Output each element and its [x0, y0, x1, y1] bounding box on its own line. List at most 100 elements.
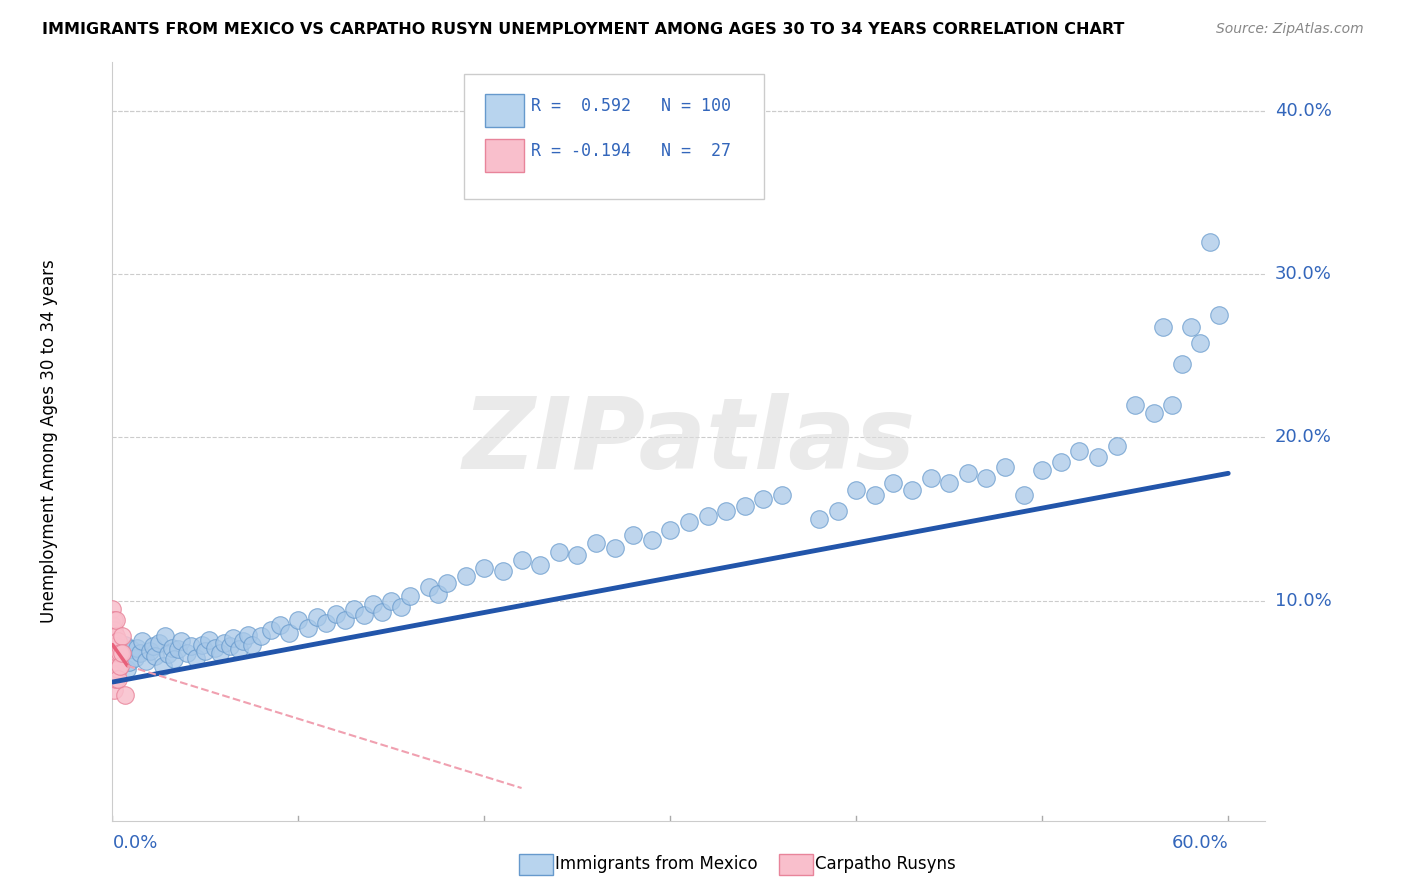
Point: [353, 608, 375, 623]
Point: [399, 589, 422, 603]
Point: [325, 607, 347, 621]
Point: [1087, 450, 1109, 464]
Point: [418, 581, 440, 595]
Point: [105, 629, 128, 643]
Point: [129, 646, 152, 660]
Point: [389, 600, 412, 615]
Point: [678, 515, 700, 529]
Point: [114, 638, 136, 652]
Point: [603, 541, 626, 556]
Point: [269, 618, 291, 632]
Point: [111, 629, 134, 643]
Point: [343, 601, 366, 615]
Point: [148, 636, 170, 650]
Point: [1143, 406, 1166, 420]
Point: [153, 629, 176, 643]
Text: 40.0%: 40.0%: [1275, 103, 1331, 120]
Point: [752, 492, 775, 507]
Text: Immigrants from Mexico: Immigrants from Mexico: [555, 855, 758, 873]
Point: [103, 613, 125, 627]
Point: [218, 639, 240, 653]
Point: [103, 656, 125, 670]
Point: [170, 634, 193, 648]
Point: [994, 459, 1017, 474]
Point: [259, 623, 281, 637]
Point: [101, 666, 124, 681]
Point: [190, 638, 212, 652]
Point: [103, 683, 125, 698]
Point: [315, 616, 337, 631]
Point: [103, 623, 125, 637]
Point: [101, 650, 124, 665]
Point: [1152, 319, 1174, 334]
Point: [641, 533, 664, 548]
Point: [124, 650, 146, 665]
Point: [209, 646, 232, 660]
Point: [157, 648, 180, 662]
FancyBboxPatch shape: [464, 74, 763, 199]
Point: [567, 548, 589, 562]
Point: [1069, 443, 1091, 458]
Point: [1198, 235, 1220, 249]
Point: [278, 626, 301, 640]
Text: Carpatho Rusyns: Carpatho Rusyns: [815, 855, 956, 873]
Point: [510, 553, 533, 567]
Point: [287, 613, 309, 627]
Point: [176, 646, 198, 660]
Point: [436, 575, 458, 590]
Text: ZIPatlas: ZIPatlas: [463, 393, 915, 490]
Point: [107, 662, 129, 676]
Point: [118, 656, 141, 670]
Point: [1105, 439, 1128, 453]
Point: [426, 587, 449, 601]
Point: [808, 512, 831, 526]
Point: [621, 528, 644, 542]
Point: [297, 621, 319, 635]
Point: [108, 658, 131, 673]
Point: [1012, 487, 1035, 501]
Point: [882, 476, 904, 491]
Point: [105, 672, 128, 686]
Point: [1189, 335, 1212, 350]
Text: R = -0.194   N =  27: R = -0.194 N = 27: [531, 142, 731, 161]
Point: [105, 639, 128, 653]
Point: [920, 471, 942, 485]
Point: [107, 634, 129, 648]
Point: [111, 646, 134, 660]
Point: [714, 504, 737, 518]
Point: [474, 561, 496, 575]
Point: [152, 658, 174, 673]
Text: Unemployment Among Ages 30 to 34 years: Unemployment Among Ages 30 to 34 years: [39, 260, 58, 624]
Point: [696, 508, 718, 523]
Point: [111, 648, 134, 662]
Point: [103, 646, 125, 660]
Point: [103, 672, 125, 686]
Point: [492, 564, 515, 578]
Point: [232, 634, 254, 648]
Point: [198, 632, 221, 647]
Point: [108, 646, 131, 660]
Point: [380, 593, 402, 607]
Point: [956, 467, 979, 481]
Point: [120, 642, 142, 657]
Point: [114, 688, 136, 702]
Point: [1170, 357, 1192, 371]
Point: [101, 634, 124, 648]
Point: [1161, 398, 1184, 412]
Text: 10.0%: 10.0%: [1275, 591, 1331, 609]
Point: [361, 597, 384, 611]
Point: [1123, 398, 1146, 412]
Text: R =  0.592   N = 100: R = 0.592 N = 100: [531, 96, 731, 115]
Point: [1208, 308, 1230, 322]
Point: [659, 524, 682, 538]
Point: [1031, 463, 1053, 477]
Point: [305, 610, 328, 624]
Point: [1180, 319, 1202, 334]
Point: [845, 483, 868, 497]
Point: [976, 471, 998, 485]
Point: [1050, 455, 1073, 469]
Point: [143, 648, 166, 663]
Point: [180, 639, 202, 653]
Point: [135, 654, 157, 668]
Point: [333, 613, 356, 627]
